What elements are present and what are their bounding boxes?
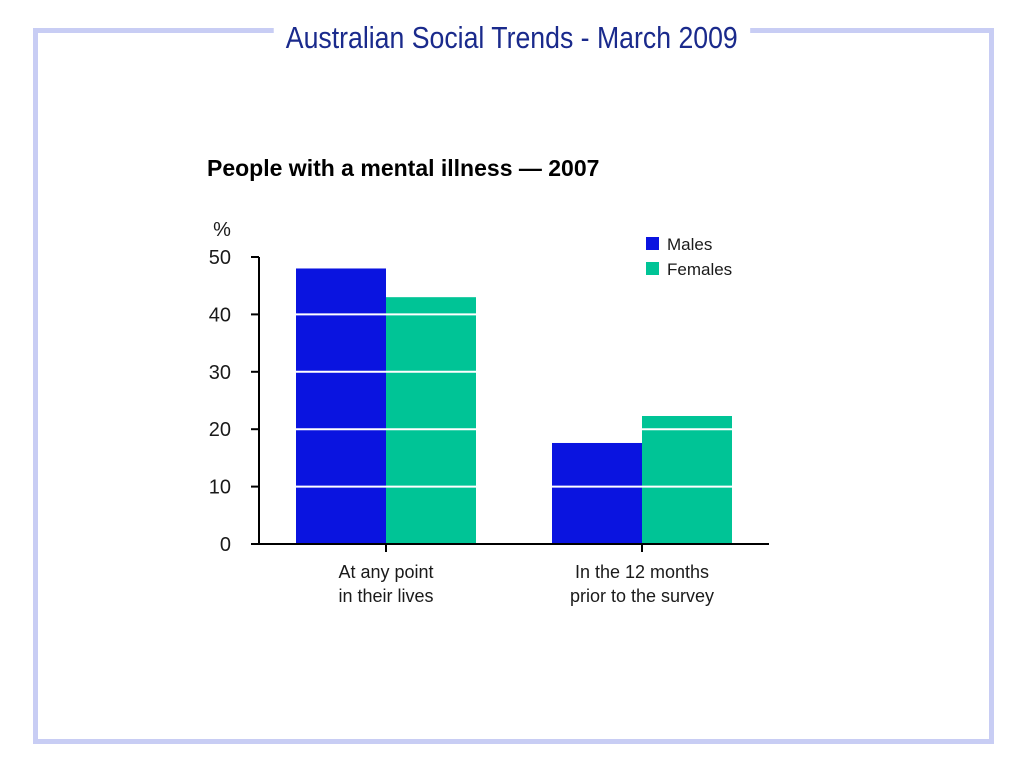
y-tick-label-30: 30	[209, 362, 231, 384]
x-tick-label-1: At any point in their lives	[338, 562, 433, 606]
bar-females-2	[642, 415, 732, 544]
legend-swatch-females	[646, 262, 659, 275]
legend-swatch-males	[646, 237, 659, 250]
y-tick-label-10: 10	[209, 477, 231, 499]
y-tick-label-20: 20	[209, 419, 231, 441]
chart-title: People with a mental illness — 2007	[207, 155, 600, 181]
legend-label-males: Males	[667, 235, 712, 254]
y-tick-label-40: 40	[209, 304, 231, 326]
bar-males-1	[296, 268, 386, 544]
bar-males-2	[552, 442, 642, 544]
y-axis-label: %	[213, 219, 231, 241]
x-tick-label-2: In the 12 months prior to the survey	[570, 562, 714, 606]
y-tick-label-50: 50	[209, 247, 231, 269]
legend-label-females: Females	[667, 260, 732, 279]
y-tick-label-0: 0	[220, 534, 231, 556]
bar-females-1	[386, 297, 476, 544]
